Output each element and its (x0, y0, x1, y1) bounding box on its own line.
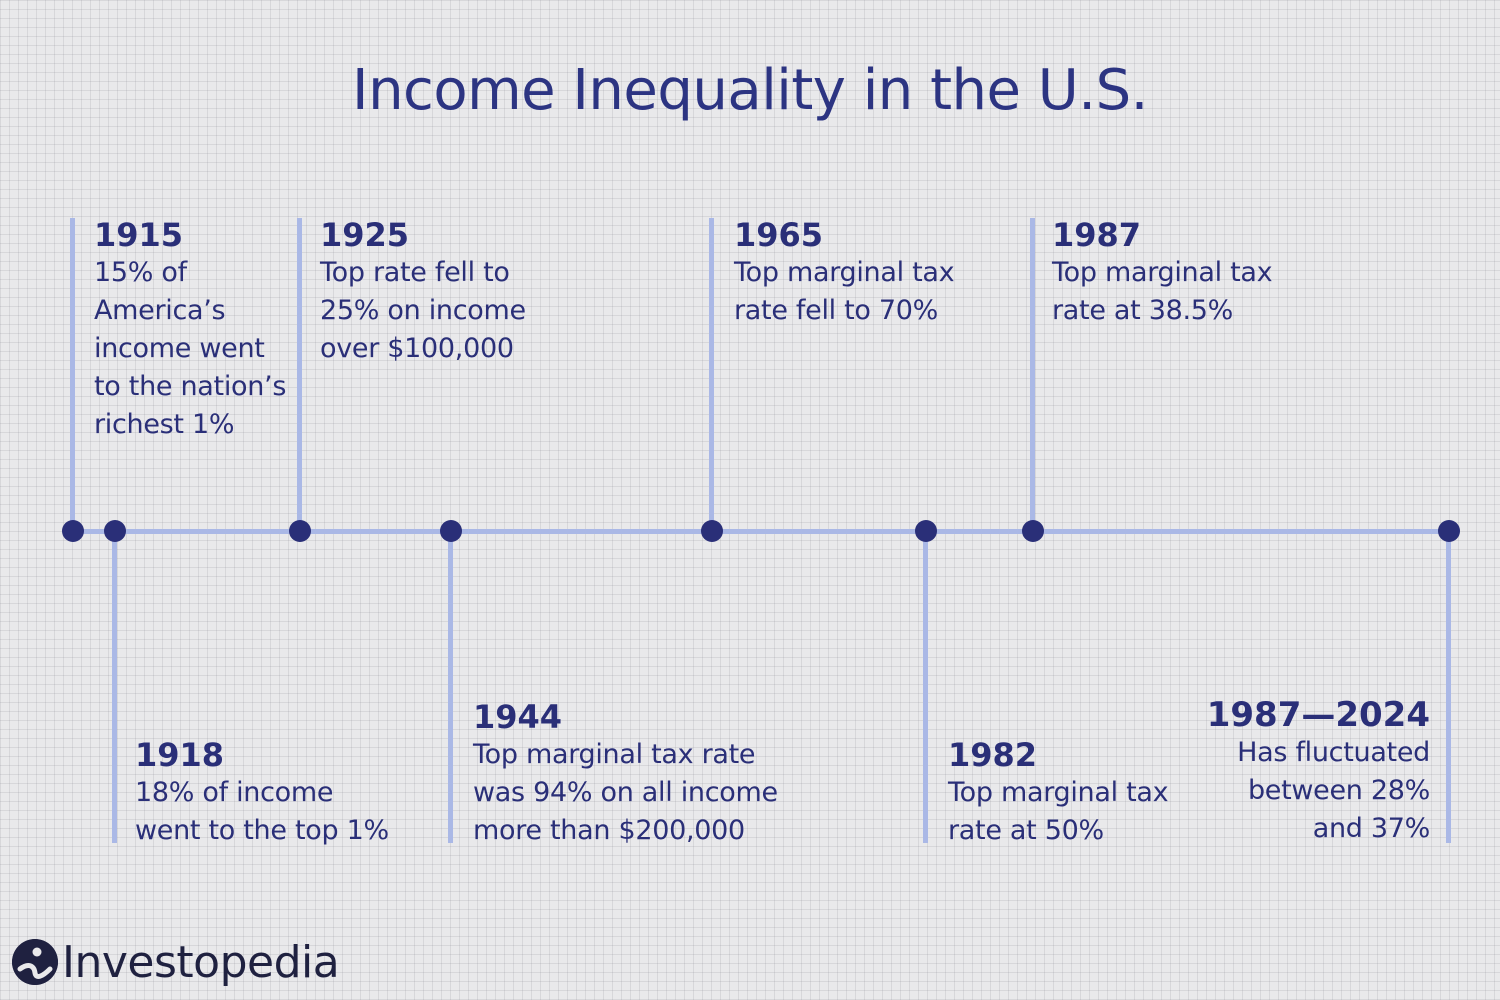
event-year: 1918 (135, 736, 225, 774)
event-year: 1925 (320, 216, 410, 254)
timeline-dot-1982 (915, 520, 937, 542)
event-description: Top marginal tax rate at 38.5% (1052, 257, 1273, 326)
event-year: 1965 (734, 216, 824, 254)
timeline-axis (72, 529, 1450, 534)
event-year: 1944 (473, 698, 563, 736)
connector-1918 (112, 531, 117, 843)
event-year: 1982 (948, 736, 1038, 774)
event-description: Top marginal tax rate fell to 70% (734, 257, 955, 326)
connector-1987-2024 (1446, 531, 1451, 843)
timeline-dot-1915 (62, 520, 84, 542)
investopedia-logo-icon (12, 939, 58, 985)
event-1944: 1944 Top marginal tax rate was 94% on al… (473, 698, 833, 850)
connector-1944 (448, 531, 453, 843)
event-year: 1915 (94, 216, 184, 254)
event-description: 15% of America’s income went to the nati… (94, 257, 287, 440)
event-1918: 1918 18% of income went to the top 1% (135, 736, 435, 850)
timeline-dot-1925 (289, 520, 311, 542)
event-1987-2024: 1987—2024 Has fluctuated between 28% and… (1160, 695, 1431, 848)
event-description: Top rate fell to 25% on income over $100… (320, 257, 526, 364)
event-description: Top marginal tax rate was 94% on all inc… (473, 739, 778, 846)
chart-title: Income Inequality in the U.S. (352, 58, 1148, 123)
brand-logo: Investopedia (12, 932, 340, 992)
connector-1965 (709, 218, 714, 531)
timeline-dot-1944 (440, 520, 462, 542)
connector-1982 (923, 531, 928, 843)
timeline-dot-1918 (104, 520, 126, 542)
event-1987: 1987 Top marginal tax rate at 38.5% (1052, 216, 1332, 330)
event-description: Has fluctuated between 28% and 37% (1237, 737, 1430, 844)
connector-1915 (70, 218, 75, 531)
event-1982: 1982 Top marginal tax rate at 50% (948, 736, 1208, 850)
event-1965: 1965 Top marginal tax rate fell to 70% (734, 216, 1014, 330)
event-1925: 1925 Top rate fell to 25% on income over… (320, 216, 620, 368)
timeline-dot-1987 (1022, 520, 1044, 542)
connector-1987 (1030, 218, 1035, 531)
connector-1925 (297, 218, 302, 531)
event-description: 18% of income went to the top 1% (135, 777, 389, 846)
event-1915: 1915 15% of America’s income went to the… (94, 216, 294, 444)
brand-name: Investopedia (62, 936, 340, 988)
event-year: 1987—2024 (1206, 695, 1430, 735)
timeline-dot-1965 (701, 520, 723, 542)
timeline-dot-1987-2024 (1438, 520, 1460, 542)
event-description: Top marginal tax rate at 50% (948, 777, 1169, 846)
event-year: 1987 (1052, 216, 1142, 254)
